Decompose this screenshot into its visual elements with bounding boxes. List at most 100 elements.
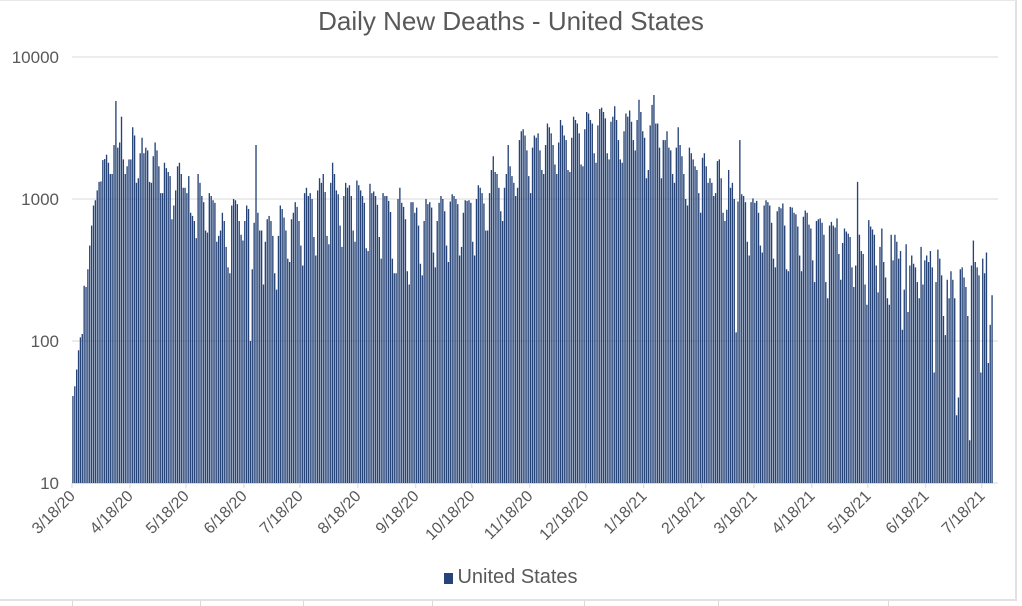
bar [302, 265, 304, 483]
bar [102, 160, 104, 483]
bar [528, 176, 530, 483]
bar [735, 332, 737, 483]
bar [498, 187, 500, 483]
bar [705, 166, 707, 483]
bar [210, 195, 212, 484]
y-tick-label: 10000 [12, 48, 59, 67]
bar [288, 262, 291, 483]
x-tick-label: 9/18/20 [373, 488, 423, 538]
bar [565, 140, 567, 483]
bar [892, 260, 894, 483]
bar [361, 195, 364, 484]
y-tick-label: 100 [31, 332, 59, 351]
bar [518, 140, 521, 483]
bar [391, 258, 394, 483]
bar [145, 147, 147, 483]
bar [765, 200, 767, 483]
bar [642, 131, 644, 483]
bar [729, 187, 732, 483]
bar [423, 221, 425, 483]
bar [118, 142, 121, 484]
bar [167, 171, 169, 483]
bar [961, 267, 963, 483]
bar [539, 150, 541, 483]
bar [561, 125, 564, 484]
bar [358, 185, 360, 484]
bar [671, 174, 674, 483]
bar [694, 166, 696, 483]
bar [789, 206, 791, 483]
bar [604, 118, 607, 483]
bar [612, 116, 614, 484]
bar [907, 312, 909, 483]
bar [356, 180, 358, 484]
bar [623, 131, 625, 483]
bar [290, 219, 293, 483]
bar [769, 205, 771, 483]
bar [180, 174, 182, 483]
bar [714, 193, 717, 483]
bar [541, 170, 543, 483]
bar [660, 178, 663, 483]
bar [597, 125, 599, 484]
bar [901, 329, 904, 483]
bar [212, 200, 214, 483]
bar [944, 335, 947, 483]
bar [556, 174, 558, 483]
bar [806, 212, 808, 483]
bar [595, 162, 597, 483]
x-tick-label: 5/18/21 [825, 488, 875, 538]
bar [630, 121, 633, 484]
bar [516, 187, 519, 483]
bar [552, 145, 554, 483]
bar [761, 252, 763, 483]
bar [812, 260, 814, 483]
bar [888, 304, 890, 483]
bar [275, 289, 278, 483]
bar [105, 154, 108, 484]
bar [584, 129, 586, 484]
bar [199, 182, 201, 483]
bar [645, 178, 648, 483]
bar [670, 150, 672, 483]
bar [335, 190, 338, 483]
bar [122, 159, 125, 484]
bar [658, 147, 661, 483]
bar [922, 284, 924, 483]
bar [111, 174, 113, 483]
bar [615, 120, 618, 483]
bar [982, 258, 984, 483]
bar [974, 262, 976, 483]
bar [419, 263, 422, 483]
y-axis-ticks: 10 100 1000 10000 [12, 48, 59, 493]
bar [117, 147, 119, 483]
bar [92, 205, 95, 483]
x-tick-label: 7/18/21 [939, 488, 989, 538]
bar [793, 212, 795, 483]
bar [475, 199, 478, 483]
bar [402, 206, 405, 483]
bar [515, 195, 517, 484]
bar [251, 269, 253, 483]
bar [899, 251, 902, 483]
bar [954, 298, 956, 483]
bar [980, 372, 982, 483]
bar [343, 195, 345, 484]
bar [128, 159, 130, 484]
bar [333, 174, 336, 483]
bar [137, 178, 139, 483]
bar [485, 230, 487, 483]
bar [653, 95, 655, 483]
bar [830, 221, 833, 483]
bar [836, 218, 838, 483]
bar [600, 107, 603, 483]
bar [886, 298, 889, 483]
bar [881, 228, 883, 483]
bar [206, 232, 209, 483]
bar [264, 241, 267, 483]
bar [948, 298, 950, 483]
frame-edge-tick [718, 601, 719, 606]
bar [591, 123, 593, 483]
bar [511, 176, 513, 483]
bar [869, 226, 872, 483]
